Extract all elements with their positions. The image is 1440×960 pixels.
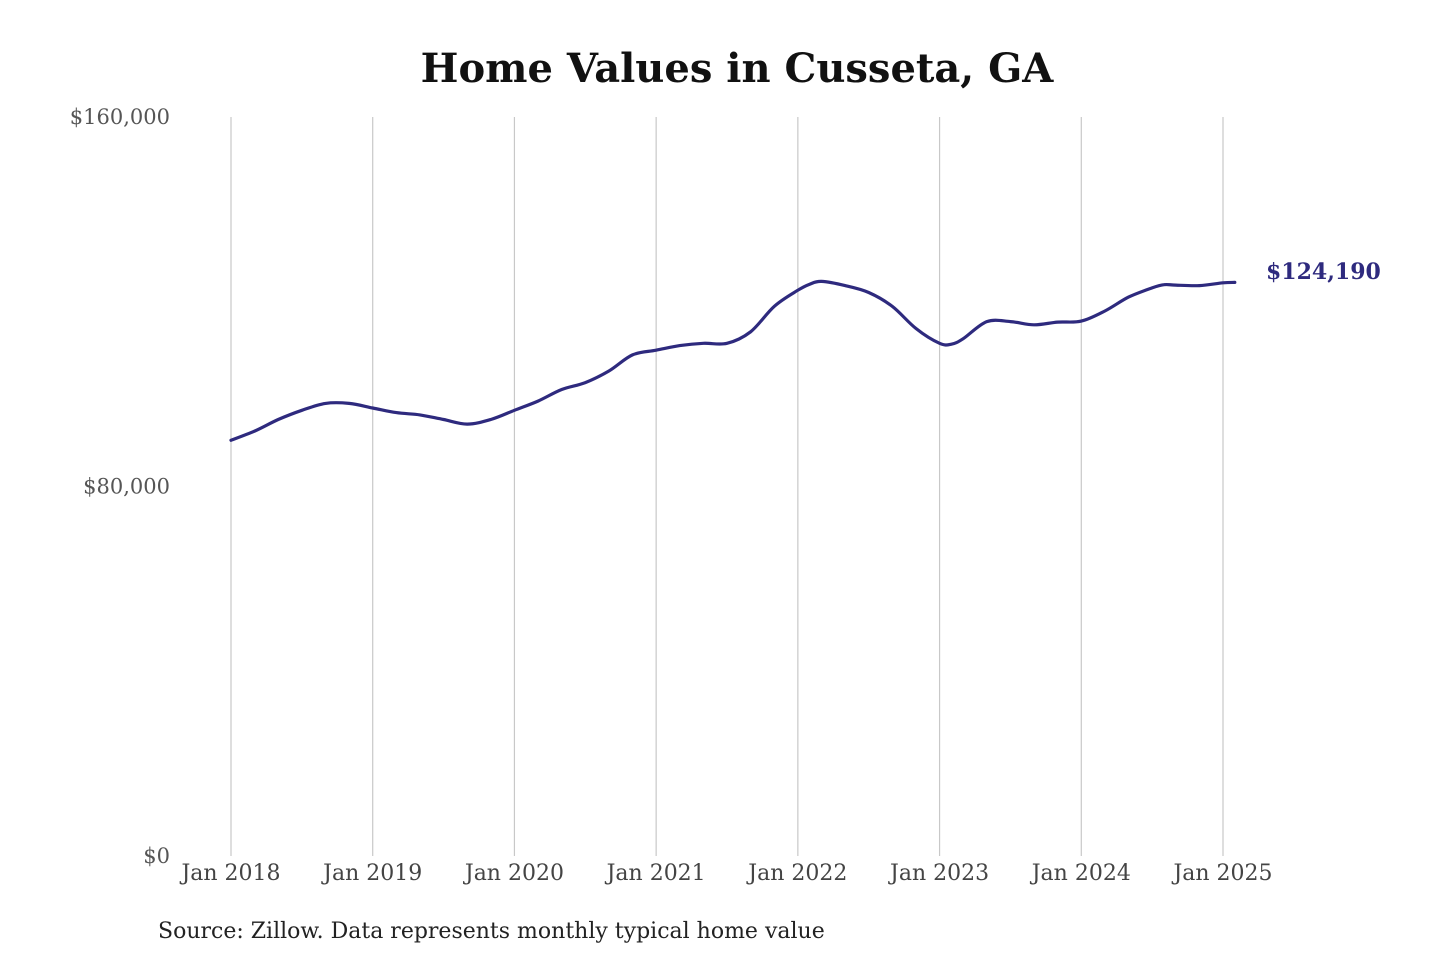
y-axis-ticks: $0 $80,000 $160,000	[70, 105, 170, 868]
y-tick-label: $0	[143, 844, 170, 868]
source-note: Source: Zillow. Data represents monthly …	[158, 919, 825, 944]
x-tick-label: Jan 2024	[1030, 861, 1131, 886]
x-axis-ticks: Jan 2018 Jan 2019 Jan 2020 Jan 2021 Jan 2022…	[179, 861, 1272, 886]
x-tick-label: Jan 2021	[605, 861, 706, 886]
x-tick-label: Jan 2025	[1171, 861, 1272, 886]
x-tick-label: Jan 2020	[463, 861, 564, 886]
x-tick-label: Jan 2022	[746, 861, 847, 886]
x-tick-label: Jan 2018	[179, 861, 280, 886]
chart-title: Home Values in Cusseta, GA	[421, 45, 1055, 92]
latest-value-label: $124,190	[1266, 259, 1381, 285]
x-gridlines	[230, 117, 1224, 856]
y-tick-label: $80,000	[83, 475, 170, 499]
x-tick-label: Jan 2023	[888, 861, 989, 886]
home-value-line	[229, 279, 1237, 442]
y-tick-label: $160,000	[70, 105, 170, 129]
x-tick-label: Jan 2019	[321, 861, 422, 886]
